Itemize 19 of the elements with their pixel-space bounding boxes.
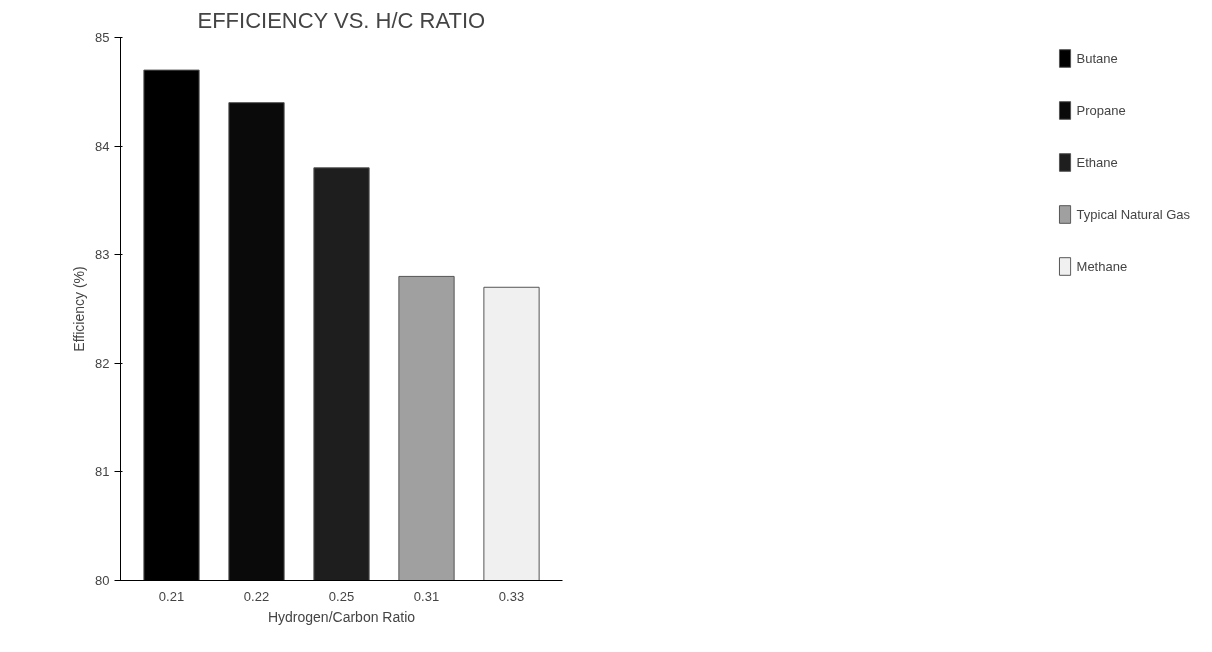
y-tick-label: 82: [95, 355, 110, 371]
y-tick-label: 80: [95, 573, 110, 588]
x-tick-label: 0.22: [243, 588, 270, 604]
x-tick-label: 0.31: [413, 588, 440, 604]
legend-label: Methane: [1076, 258, 1128, 274]
y-axis-title: Efficiency (%): [71, 266, 88, 352]
x-tick-label: 0.21: [158, 588, 185, 604]
x-tick-label: 0.25: [328, 588, 355, 604]
chart-title: EFFICIENCY VS. H/C RATIO: [197, 7, 486, 33]
legend-label: Butane: [1076, 50, 1118, 66]
y-tick-label: 83: [95, 247, 110, 263]
x-axis-title: Hydrogen/Carbon Ratio: [267, 608, 416, 625]
legend-label: Ethane: [1076, 154, 1118, 170]
x-tick-label: 0.33: [498, 588, 525, 604]
y-tick-label: 85: [95, 30, 110, 45]
legend-label: Typical Natural Gas: [1076, 206, 1190, 222]
y-tick-label: 81: [95, 464, 110, 480]
y-tick-label: 84: [95, 138, 110, 154]
legend-label: Propane: [1076, 102, 1126, 118]
